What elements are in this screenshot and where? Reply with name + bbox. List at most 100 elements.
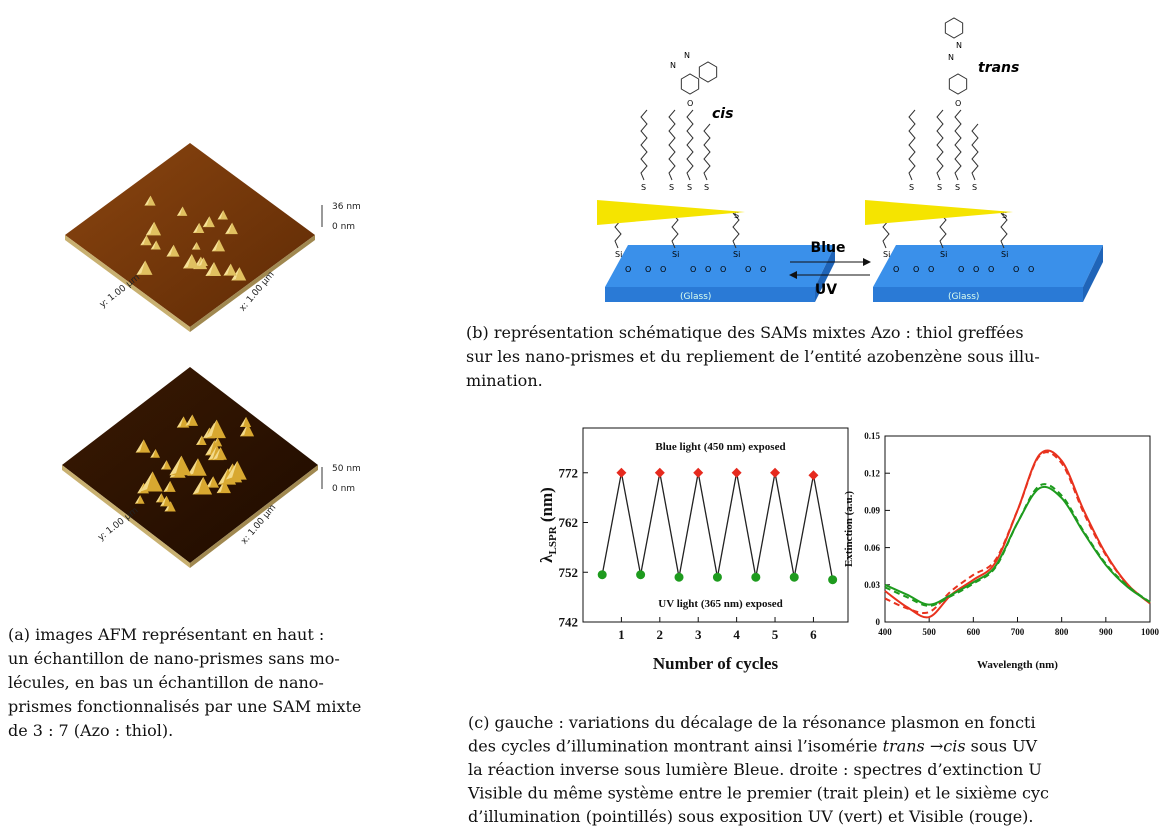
scale-max: 50 nm	[332, 464, 361, 474]
nano-prism-light	[223, 263, 231, 276]
nano-prism-light	[160, 460, 167, 470]
x-tick-label: 800	[1055, 627, 1069, 637]
y-tick-label: 0.12	[864, 468, 880, 478]
y-tick-label: 0.06	[864, 543, 880, 553]
nano-prism-light	[192, 476, 204, 495]
afm-edge	[190, 465, 318, 568]
annotation: Blue light (450 nm) exposed	[655, 441, 785, 453]
alkyl-chain	[954, 109, 962, 181]
scale-min: 0 nm	[332, 222, 355, 232]
atom: O	[1013, 265, 1019, 274]
arrow-label: UV	[815, 282, 837, 298]
caption-text: d’illumination (pointillés) sous exposit…	[468, 807, 1034, 826]
atom: Si	[940, 250, 947, 259]
atom: O	[705, 265, 711, 274]
y-tick-label: 0	[876, 617, 881, 627]
caption-text: lécules, en bas un échantillon de nano-	[8, 673, 324, 692]
glass-front	[873, 287, 1083, 302]
caption-line: des cycles d’illumination montrant ainsi…	[468, 737, 1038, 756]
nano-prism-light	[225, 222, 233, 235]
atom: O	[760, 265, 766, 274]
nano-prism-light	[205, 419, 217, 439]
atom: S	[641, 183, 646, 192]
nano-prism-light	[134, 495, 141, 504]
nano-prism-light	[205, 261, 215, 277]
nano-prism-light	[150, 449, 156, 458]
plot-frame	[582, 427, 849, 623]
atom: S	[1002, 211, 1007, 220]
point-marker	[751, 572, 761, 582]
nano-prism-light	[169, 455, 182, 476]
caption-line: (c) gauche : variations du décalage de l…	[468, 713, 1036, 732]
caption-line: sur les nano-prismes et du repliement de…	[466, 347, 1040, 366]
atom: O	[955, 99, 961, 108]
nano-prism-light	[198, 257, 204, 267]
nano-prism-light	[160, 495, 167, 507]
atom: N	[670, 61, 676, 70]
y-label-symbol: λ	[537, 554, 556, 563]
nano-prism	[865, 200, 1013, 225]
spectrum	[884, 451, 1151, 615]
nano-prism-light	[196, 435, 202, 446]
atom: O	[958, 265, 964, 274]
point-marker	[674, 572, 684, 582]
caption-text: (a) images AFM représentant en haut :	[8, 625, 324, 644]
nano-prism-light	[150, 240, 157, 250]
nano-prism-light	[212, 447, 221, 460]
x-tick-label: 1000	[1141, 627, 1160, 637]
glass-top	[605, 245, 835, 287]
atom: N	[684, 51, 690, 60]
x-tick-label: 700	[1011, 627, 1025, 637]
x-label: Number of cycles	[653, 654, 779, 673]
y-label-unit: (nm)	[537, 487, 556, 522]
atom: O	[745, 265, 751, 274]
caption-text: →	[925, 737, 944, 756]
caption-text: sur les nano-prismes et du repliement de…	[466, 347, 1040, 366]
nano-prism-light	[187, 458, 198, 476]
cycle-line	[601, 472, 834, 580]
nano-prism-light	[216, 480, 225, 494]
nano-prism-light	[144, 195, 151, 206]
alkyl-chain	[686, 109, 694, 181]
point-marker	[828, 575, 838, 585]
nano-prism-light	[207, 422, 215, 435]
caption-text: prismes fonctionnalisés par une SAM mixt…	[8, 697, 361, 716]
glass-label: (Glass)	[948, 292, 979, 302]
point-marker	[770, 467, 781, 478]
nano-prism-light	[225, 460, 238, 480]
alkyl-chain	[671, 212, 679, 249]
point-marker	[597, 570, 607, 580]
caption-line: un échantillon de nano-prismes sans mo-	[8, 649, 340, 668]
caption-line: lécules, en bas un échantillon de nano-	[8, 673, 324, 692]
atom: O	[660, 265, 666, 274]
atom: O	[988, 265, 994, 274]
x-label: Wavelength (nm)	[977, 659, 1058, 671]
isomer-label: trans	[978, 60, 1019, 76]
y-tick-label: 742	[559, 615, 579, 630]
caption-text: mination.	[466, 371, 543, 390]
atom: S	[704, 183, 709, 192]
nano-prism-light	[191, 241, 197, 250]
annotation: UV light (365 nm) exposed	[658, 598, 782, 610]
x-tick-label: 6	[810, 627, 817, 642]
spectrum	[884, 449, 1151, 619]
atom: O	[720, 265, 726, 274]
atom: O	[1028, 265, 1034, 274]
scale-max: 36 nm	[332, 202, 361, 212]
benzene-ring	[680, 73, 700, 95]
x-tick-label: 2	[657, 627, 664, 642]
caption-text: sous UV	[966, 737, 1038, 756]
atom: Si	[883, 250, 890, 259]
caption-line: mination.	[466, 371, 543, 390]
y-tick-label: 762	[559, 515, 579, 530]
caption-line: Visible du même système entre le premier…	[467, 784, 1049, 803]
x-tick-label: 400	[878, 627, 892, 637]
atom: O	[690, 265, 696, 274]
atom: O	[625, 265, 631, 274]
caption-line: de 3 : 7 (Azo : thiol).	[8, 721, 173, 740]
y-label-sub: LSPR	[547, 525, 559, 554]
nano-prism-light	[183, 254, 192, 269]
atom: S	[734, 211, 739, 220]
